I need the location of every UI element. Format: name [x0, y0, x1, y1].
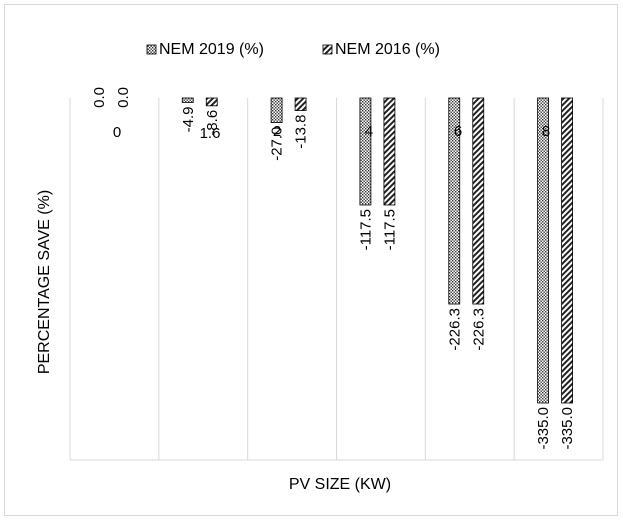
- bar-nem2016-5: [561, 97, 573, 404]
- bar-nem2019-5: [537, 97, 549, 404]
- y-axis-title: PERCENTAGE SAVE (%): [36, 190, 53, 374]
- bars: [181, 97, 573, 404]
- value-label: -27.0: [269, 127, 286, 161]
- category-ticks: 0 1.6 2 4 6 8: [113, 123, 550, 142]
- bar-nem2019-4: [448, 97, 461, 305]
- bar-nem2016-3: [383, 97, 396, 206]
- legend-label: NEM 2019 (%): [159, 41, 264, 58]
- value-label: -117.5: [381, 209, 398, 250]
- value-label: 0.0: [91, 87, 108, 108]
- value-label: -117.5: [357, 209, 374, 250]
- legend-swatch-nem2016: [322, 44, 333, 55]
- x-axis-title: PV SIZE (KW): [289, 476, 391, 493]
- category-tick-label: 8: [542, 123, 550, 140]
- legend: NEM 2019 (%) NEM 2016 (%): [146, 41, 440, 58]
- bar-nem2019-3: [359, 97, 372, 206]
- value-label: -4.9: [180, 106, 197, 132]
- category-tick-label: 4: [365, 123, 373, 140]
- category-tick-label: 1.6: [200, 125, 221, 142]
- category-tick-label: 2: [273, 123, 281, 140]
- bar-nem2019-1: [181, 97, 194, 103]
- legend-swatch-nem2019: [146, 44, 157, 55]
- value-label: -8.6: [204, 110, 221, 136]
- gridlines: [69, 98, 604, 461]
- bar-nem2016-2: [294, 97, 307, 111]
- value-label: -226.3: [446, 308, 463, 351]
- chart-svg: 0.0 -4.9 -27.0 -117.5 -226.3 -335.0 0.0 -8.6 -13…: [36, 41, 604, 493]
- value-label: -226.3: [470, 308, 487, 351]
- data-labels: 0.0 -4.9 -27.0 -117.5 -226.3 -335.0 0.0 -8.6 -13…: [91, 87, 576, 450]
- bar-nem2016-1: [205, 97, 218, 107]
- chart-frame: 0.0 -4.9 -27.0 -117.5 -226.3 -335.0 0.0 -8.6 -13…: [4, 4, 618, 516]
- value-label: 0.0: [115, 87, 132, 108]
- bar-nem2016-4: [472, 97, 485, 305]
- legend-label: NEM 2016 (%): [335, 41, 440, 58]
- bar-nem2019-2: [270, 97, 283, 123]
- category-tick-label: 0: [113, 124, 121, 141]
- category-tick-label: 6: [454, 123, 462, 140]
- value-label: -335.0: [535, 407, 552, 450]
- value-label: -335.0: [559, 407, 576, 450]
- value-label: -13.8: [293, 115, 310, 149]
